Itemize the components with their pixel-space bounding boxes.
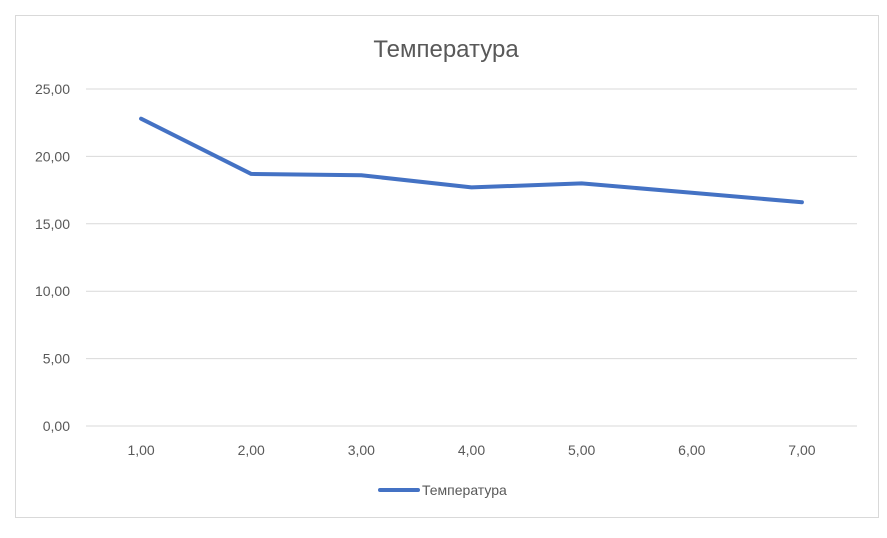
x-tick-label: 3,00 — [348, 442, 375, 458]
series-lines — [139, 116, 804, 205]
y-axis-tick-labels: 0,00 5,00 10,00 15,00 20,00 25,00 — [35, 81, 70, 434]
y-tick-label: 10,00 — [35, 283, 70, 299]
x-tick-label: 6,00 — [678, 442, 705, 458]
y-tick-label: 20,00 — [35, 148, 70, 164]
x-tick-label: 1,00 — [127, 442, 154, 458]
gridlines — [86, 88, 857, 427]
series-line — [139, 116, 804, 205]
legend: Температура — [378, 482, 507, 498]
chart-title: Температура — [373, 36, 519, 63]
x-tick-label: 5,00 — [568, 442, 595, 458]
x-axis-tick-labels: 1,00 2,00 3,00 4,00 5,00 6,00 7,00 — [127, 442, 815, 458]
x-tick-label: 4,00 — [458, 442, 485, 458]
y-tick-label: 5,00 — [43, 351, 70, 367]
y-tick-label: 0,00 — [43, 418, 70, 434]
y-tick-label: 25,00 — [35, 81, 70, 97]
x-tick-label: 7,00 — [788, 442, 815, 458]
y-tick-label: 15,00 — [35, 216, 70, 232]
chart-frame — [15, 15, 879, 518]
legend-label: Температура — [422, 482, 507, 498]
x-tick-label: 2,00 — [238, 442, 265, 458]
